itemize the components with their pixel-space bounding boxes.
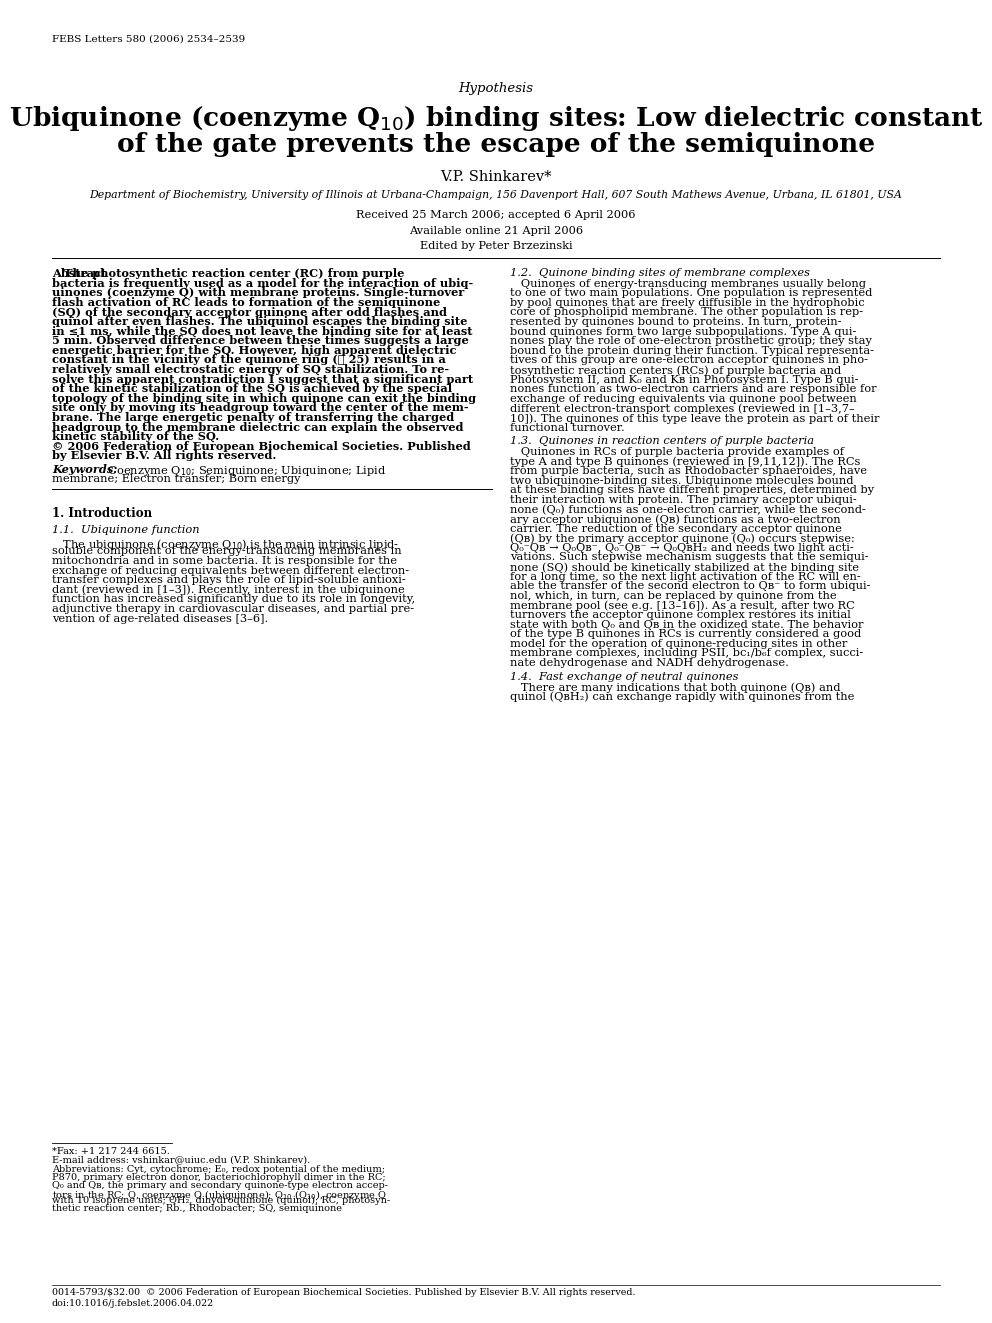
Text: Coenzyme Q$_{10}$; Semiquinone; Ubiquinone; Lipid: Coenzyme Q$_{10}$; Semiquinone; Ubiquino… xyxy=(104,464,387,478)
Text: bacteria is frequently used as a model for the interaction of ubiq-: bacteria is frequently used as a model f… xyxy=(52,278,473,288)
Text: functional turnover.: functional turnover. xyxy=(510,422,625,433)
Text: constant in the vicinity of the quinone ring (⩾ 25) results in a: constant in the vicinity of the quinone … xyxy=(52,355,445,365)
Text: by Elsevier B.V. All rights reserved.: by Elsevier B.V. All rights reserved. xyxy=(52,450,276,462)
Text: nones function as two-electron carriers and are responsible for: nones function as two-electron carriers … xyxy=(510,384,877,394)
Text: none (SQ) should be kinetically stabilized at the binding site: none (SQ) should be kinetically stabiliz… xyxy=(510,562,859,573)
Text: bound quinones form two large subpopulations. Type A qui-: bound quinones form two large subpopulat… xyxy=(510,327,856,336)
Text: Available online 21 April 2006: Available online 21 April 2006 xyxy=(409,226,583,235)
Text: with 10 isoprene units; QH₂, dihydroquinone (quinol); RC, photosyn-: with 10 isoprene units; QH₂, dihydroquin… xyxy=(52,1196,390,1205)
Text: nones play the role of one-electron prosthetic group; they stay: nones play the role of one-electron pros… xyxy=(510,336,872,347)
Text: 5 min. Observed difference between these times suggests a large: 5 min. Observed difference between these… xyxy=(52,335,469,347)
Text: flash activation of RC leads to formation of the semiquinone: flash activation of RC leads to formatio… xyxy=(52,296,440,308)
Text: state with both Q₀ and Qʙ in the oxidized state. The behavior: state with both Q₀ and Qʙ in the oxidize… xyxy=(510,619,863,630)
Text: headgroup to the membrane dielectric can explain the observed: headgroup to the membrane dielectric can… xyxy=(52,422,463,433)
Text: type A and type B quinones (reviewed in [9,11,12]). The RCs: type A and type B quinones (reviewed in … xyxy=(510,456,860,467)
Text: There are many indications that both quinone (Qʙ) and: There are many indications that both qui… xyxy=(510,683,840,693)
Text: (SQ) of the secondary acceptor quinone after odd flashes and: (SQ) of the secondary acceptor quinone a… xyxy=(52,307,447,318)
Text: carrier. The reduction of the secondary acceptor quinone: carrier. The reduction of the secondary … xyxy=(510,524,842,533)
Text: resented by quinones bound to proteins. In turn, protein-: resented by quinones bound to proteins. … xyxy=(510,318,841,327)
Text: exchange of reducing equivalents between different electron-: exchange of reducing equivalents between… xyxy=(52,566,409,576)
Text: site only by moving its headgroup toward the center of the mem-: site only by moving its headgroup toward… xyxy=(52,402,468,413)
Text: model for the operation of quinone-reducing sites in other: model for the operation of quinone-reduc… xyxy=(510,639,847,648)
Text: to one of two main populations. One population is represented: to one of two main populations. One popu… xyxy=(510,288,872,298)
Text: thetic reaction center; Rb., Rhodobacter; SQ, semiquinone: thetic reaction center; Rb., Rhodobacter… xyxy=(52,1204,342,1213)
Text: different electron-transport complexes (reviewed in [1–3,7–: different electron-transport complexes (… xyxy=(510,404,855,414)
Text: Received 25 March 2006; accepted 6 April 2006: Received 25 March 2006; accepted 6 April… xyxy=(356,210,636,220)
Text: in ≤1 ms, while the SQ does not leave the binding site for at least: in ≤1 ms, while the SQ does not leave th… xyxy=(52,325,472,337)
Text: Abbreviations: Cyt, cytochrome; E₀, redox potential of the medium;: Abbreviations: Cyt, cytochrome; E₀, redo… xyxy=(52,1166,385,1174)
Text: *Fax: +1 217 244 6615.: *Fax: +1 217 244 6615. xyxy=(52,1147,170,1156)
Text: tosynthetic reaction centers (RCs) of purple bacteria and: tosynthetic reaction centers (RCs) of pu… xyxy=(510,365,841,376)
Text: membrane pool (see e.g. [13–16]). As a result, after two RC: membrane pool (see e.g. [13–16]). As a r… xyxy=(510,601,855,611)
Text: uinones (coenzyme Q) with membrane proteins. Single-turnover: uinones (coenzyme Q) with membrane prote… xyxy=(52,287,464,299)
Text: brane. The large energetic penalty of transferring the charged: brane. The large energetic penalty of tr… xyxy=(52,411,454,423)
Text: V.P. Shinkarev*: V.P. Shinkarev* xyxy=(440,169,552,184)
Text: The photosynthetic reaction center (RC) from purple: The photosynthetic reaction center (RC) … xyxy=(52,269,405,279)
Text: energetic barrier for the SQ. However, high apparent dielectric: energetic barrier for the SQ. However, h… xyxy=(52,345,456,356)
Text: vention of age-related diseases [3–6].: vention of age-related diseases [3–6]. xyxy=(52,614,268,623)
Text: function has increased significantly due to its role in longevity,: function has increased significantly due… xyxy=(52,594,416,605)
Text: solve this apparent contradiction I suggest that a significant part: solve this apparent contradiction I sugg… xyxy=(52,373,473,385)
Text: adjunctive therapy in cardiovascular diseases, and partial pre-: adjunctive therapy in cardiovascular dis… xyxy=(52,605,414,614)
Text: turnovers the acceptor quinone complex restores its initial: turnovers the acceptor quinone complex r… xyxy=(510,610,851,620)
Text: 1.3.  Quinones in reaction centers of purple bacteria: 1.3. Quinones in reaction centers of pur… xyxy=(510,437,814,446)
Text: membrane; Electron transfer; Born energy: membrane; Electron transfer; Born energy xyxy=(52,474,301,484)
Text: tors in the RC; Q, coenzyme Q (ubiquinone); Q$_{10}$ (Q$_{10}$), coenzyme Q: tors in the RC; Q, coenzyme Q (ubiquinon… xyxy=(52,1188,387,1203)
Text: Quinones of energy-transducing membranes usually belong: Quinones of energy-transducing membranes… xyxy=(510,279,866,288)
Text: able the transfer of the second electron to Qʙ⁻ to form ubiqui-: able the transfer of the second electron… xyxy=(510,581,871,591)
Text: ary acceptor ubiquinone (Qʙ) functions as a two-electron: ary acceptor ubiquinone (Qʙ) functions a… xyxy=(510,515,840,524)
Text: 0014-5793/$32.00  © 2006 Federation of European Biochemical Societies. Published: 0014-5793/$32.00 © 2006 Federation of Eu… xyxy=(52,1289,636,1297)
Text: FEBS Letters 580 (2006) 2534–2539: FEBS Letters 580 (2006) 2534–2539 xyxy=(52,34,245,44)
Text: Department of Biochemistry, University of Illinois at Urbana-Champaign, 156 Dave: Department of Biochemistry, University o… xyxy=(89,191,903,200)
Text: Edited by Peter Brzezinski: Edited by Peter Brzezinski xyxy=(420,241,572,251)
Text: © 2006 Federation of European Biochemical Societies. Published: © 2006 Federation of European Biochemica… xyxy=(52,441,471,451)
Text: at these binding sites have different properties, determined by: at these binding sites have different pr… xyxy=(510,486,874,495)
Text: of the gate prevents the escape of the semiquinone: of the gate prevents the escape of the s… xyxy=(117,132,875,157)
Text: Keywords:: Keywords: xyxy=(52,464,117,475)
Text: quinol after even flashes. The ubiquinol escapes the binding site: quinol after even flashes. The ubiquinol… xyxy=(52,316,467,327)
Text: Q₀⁻Qʙ → Q₀Qʙ⁻, Q₀⁻Qʙ⁻ → Q₀QʙH₂ and needs two light acti-: Q₀⁻Qʙ → Q₀Qʙ⁻, Q₀⁻Qʙ⁻ → Q₀QʙH₂ and needs… xyxy=(510,542,854,553)
Text: from purple bacteria, such as ​Rhodobacter sphaeroides​, have: from purple bacteria, such as ​Rhodobact… xyxy=(510,466,867,476)
Text: E-mail address: vshinkar@uiuc.edu (V.P. Shinkarev).: E-mail address: vshinkar@uiuc.edu (V.P. … xyxy=(52,1155,310,1164)
Text: Photosystem II, and K₀ and Kʙ in Photosystem I. Type B qui-: Photosystem II, and K₀ and Kʙ in Photosy… xyxy=(510,374,858,385)
Text: nate dehydrogenase and NADH dehydrogenase.: nate dehydrogenase and NADH dehydrogenas… xyxy=(510,658,789,668)
Text: for a long time, so the next light activation of the RC will en-: for a long time, so the next light activ… xyxy=(510,572,861,582)
Text: 10]). The quinones of this type leave the protein as part of their: 10]). The quinones of this type leave th… xyxy=(510,413,880,423)
Text: Abstract: Abstract xyxy=(52,269,106,279)
Text: nol, which, in turn, can be replaced by quinone from the: nol, which, in turn, can be replaced by … xyxy=(510,591,836,601)
Text: Quinones in RCs of purple bacteria provide examples of: Quinones in RCs of purple bacteria provi… xyxy=(510,447,844,456)
Text: kinetic stability of the SQ.: kinetic stability of the SQ. xyxy=(52,431,219,442)
Text: of the type B quinones in RCs is currently considered a good: of the type B quinones in RCs is current… xyxy=(510,630,861,639)
Text: membrane complexes, including PSII, bc₁/b₆f complex, succi-: membrane complexes, including PSII, bc₁/… xyxy=(510,648,863,659)
Text: dant (reviewed in [1–3]). Recently, interest in the ubiquinone: dant (reviewed in [1–3]). Recently, inte… xyxy=(52,585,405,595)
Text: quinol (QʙH₂) can exchange rapidly with quinones from the: quinol (QʙH₂) can exchange rapidly with … xyxy=(510,692,854,703)
Text: their interaction with protein. The primary acceptor ubiqui-: their interaction with protein. The prim… xyxy=(510,495,857,505)
Text: of the kinetic stabilization of the SQ is achieved by the special: of the kinetic stabilization of the SQ i… xyxy=(52,384,452,394)
Text: (Qʙ) by the primary acceptor quinone (Q₀) occurs stepwise:: (Qʙ) by the primary acceptor quinone (Q₀… xyxy=(510,533,855,544)
Text: Ubiquinone (coenzyme Q$_{10}$) binding sites: Low dielectric constant: Ubiquinone (coenzyme Q$_{10}$) binding s… xyxy=(9,105,983,134)
Text: doi:10.1016/j.febslet.2006.04.022: doi:10.1016/j.febslet.2006.04.022 xyxy=(52,1299,214,1308)
Text: Q₀ and Qʙ, the primary and secondary quinone-type electron accep-: Q₀ and Qʙ, the primary and secondary qui… xyxy=(52,1180,388,1189)
Text: bound to the protein during their function. Typical representa-: bound to the protein during their functi… xyxy=(510,345,874,356)
Text: transfer complexes and plays the role of lipid-soluble antioxi-: transfer complexes and plays the role of… xyxy=(52,576,406,585)
Text: by pool quinones that are freely diffusible in the hydrophobic: by pool quinones that are freely diffusi… xyxy=(510,298,865,308)
Text: exchange of reducing equivalents via quinone pool between: exchange of reducing equivalents via qui… xyxy=(510,394,857,404)
Text: core of phospholipid membrane. The other population is rep-: core of phospholipid membrane. The other… xyxy=(510,307,863,318)
Text: tives of this group are one-electron acceptor quinones in pho-: tives of this group are one-electron acc… xyxy=(510,356,868,365)
Text: two ubiquinone-binding sites. Ubiquinone molecules bound: two ubiquinone-binding sites. Ubiquinone… xyxy=(510,475,853,486)
Text: P870, primary electron donor, bacteriochlorophyll dimer in the RC;: P870, primary electron donor, bacterioch… xyxy=(52,1172,386,1181)
Text: The ubiquinone (coenzyme Q$_{10}$) is the main intrinsic lipid-: The ubiquinone (coenzyme Q$_{10}$) is th… xyxy=(52,537,400,552)
Text: vations. Such stepwise mechanism suggests that the semiqui-: vations. Such stepwise mechanism suggest… xyxy=(510,553,869,562)
Text: 1. Introduction: 1. Introduction xyxy=(52,507,152,520)
Text: topology of the binding site in which quinone can exit the binding: topology of the binding site in which qu… xyxy=(52,393,476,404)
Text: 1.1.  Ubiquinone function: 1.1. Ubiquinone function xyxy=(52,525,199,536)
Text: none (Q₀) functions as one-electron carrier, while the second-: none (Q₀) functions as one-electron carr… xyxy=(510,504,866,515)
Text: mitochondria and in some bacteria. It is responsible for the: mitochondria and in some bacteria. It is… xyxy=(52,556,397,566)
Text: 1.4.  Fast exchange of neutral quinones: 1.4. Fast exchange of neutral quinones xyxy=(510,672,738,681)
Text: 1.2.  Quinone binding sites of membrane complexes: 1.2. Quinone binding sites of membrane c… xyxy=(510,269,810,278)
Text: relatively small electrostatic energy of SQ stabilization. To re-: relatively small electrostatic energy of… xyxy=(52,364,449,376)
Text: Hypothesis: Hypothesis xyxy=(458,82,534,95)
Text: soluble component of the energy-transducing membranes in: soluble component of the energy-transduc… xyxy=(52,546,402,557)
